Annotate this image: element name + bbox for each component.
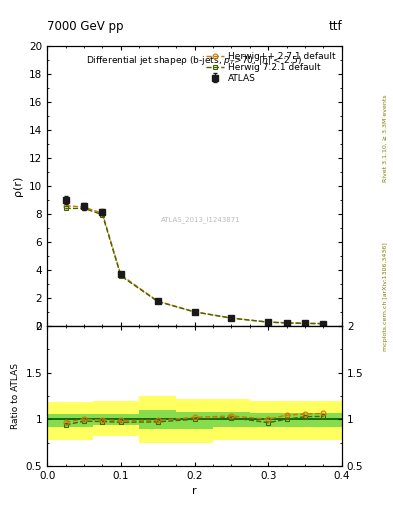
Line: Herwig++ 2.7.1 default: Herwig++ 2.7.1 default: [63, 203, 326, 326]
Herwig++ 2.7.1 default: [119, 272, 123, 278]
Herwig++ 2.7.1 default: [82, 204, 86, 210]
Herwig++ 2.7.1 default: [229, 315, 234, 321]
Herwig++ 2.7.1 default: [321, 321, 326, 327]
Herwig++ 2.7.1 default: [266, 319, 270, 325]
Herwig 7.2.1 default: [284, 320, 289, 326]
Text: 7000 GeV pp: 7000 GeV pp: [47, 20, 124, 33]
Text: ttf: ttf: [328, 20, 342, 33]
Herwig 7.2.1 default: [155, 298, 160, 305]
Herwig++ 2.7.1 default: [100, 210, 105, 217]
Herwig 7.2.1 default: [63, 205, 68, 211]
Herwig 7.2.1 default: [321, 321, 326, 327]
Herwig++ 2.7.1 default: [284, 319, 289, 326]
Text: Rivet 3.1.10, ≥ 3.3M events: Rivet 3.1.10, ≥ 3.3M events: [383, 94, 387, 182]
Herwig++ 2.7.1 default: [303, 320, 307, 326]
Herwig 7.2.1 default: [266, 319, 270, 325]
Y-axis label: Ratio to ATLAS: Ratio to ATLAS: [11, 363, 20, 429]
Herwig 7.2.1 default: [229, 315, 234, 321]
Legend: Herwig++ 2.7.1 default, Herwig 7.2.1 default, ATLAS: Herwig++ 2.7.1 default, Herwig 7.2.1 def…: [203, 49, 339, 87]
Herwig 7.2.1 default: [119, 273, 123, 279]
Text: ATLAS_2013_I1243871: ATLAS_2013_I1243871: [161, 216, 240, 223]
Herwig 7.2.1 default: [82, 205, 86, 211]
Text: mcplots.cern.ch [arXiv:1306.3436]: mcplots.cern.ch [arXiv:1306.3436]: [383, 243, 387, 351]
X-axis label: r: r: [192, 486, 197, 496]
Herwig++ 2.7.1 default: [192, 309, 197, 315]
Y-axis label: ρ(r): ρ(r): [13, 176, 24, 196]
Text: Differential jet shapeρ (b-jets, $p_T$>70, $|\eta|$ < 2.5): Differential jet shapeρ (b-jets, $p_T$>7…: [86, 54, 303, 68]
Line: Herwig 7.2.1 default: Herwig 7.2.1 default: [63, 206, 326, 326]
Herwig 7.2.1 default: [303, 321, 307, 327]
Herwig 7.2.1 default: [192, 309, 197, 315]
Herwig 7.2.1 default: [100, 211, 105, 218]
Herwig++ 2.7.1 default: [63, 203, 68, 209]
Herwig++ 2.7.1 default: [155, 298, 160, 304]
